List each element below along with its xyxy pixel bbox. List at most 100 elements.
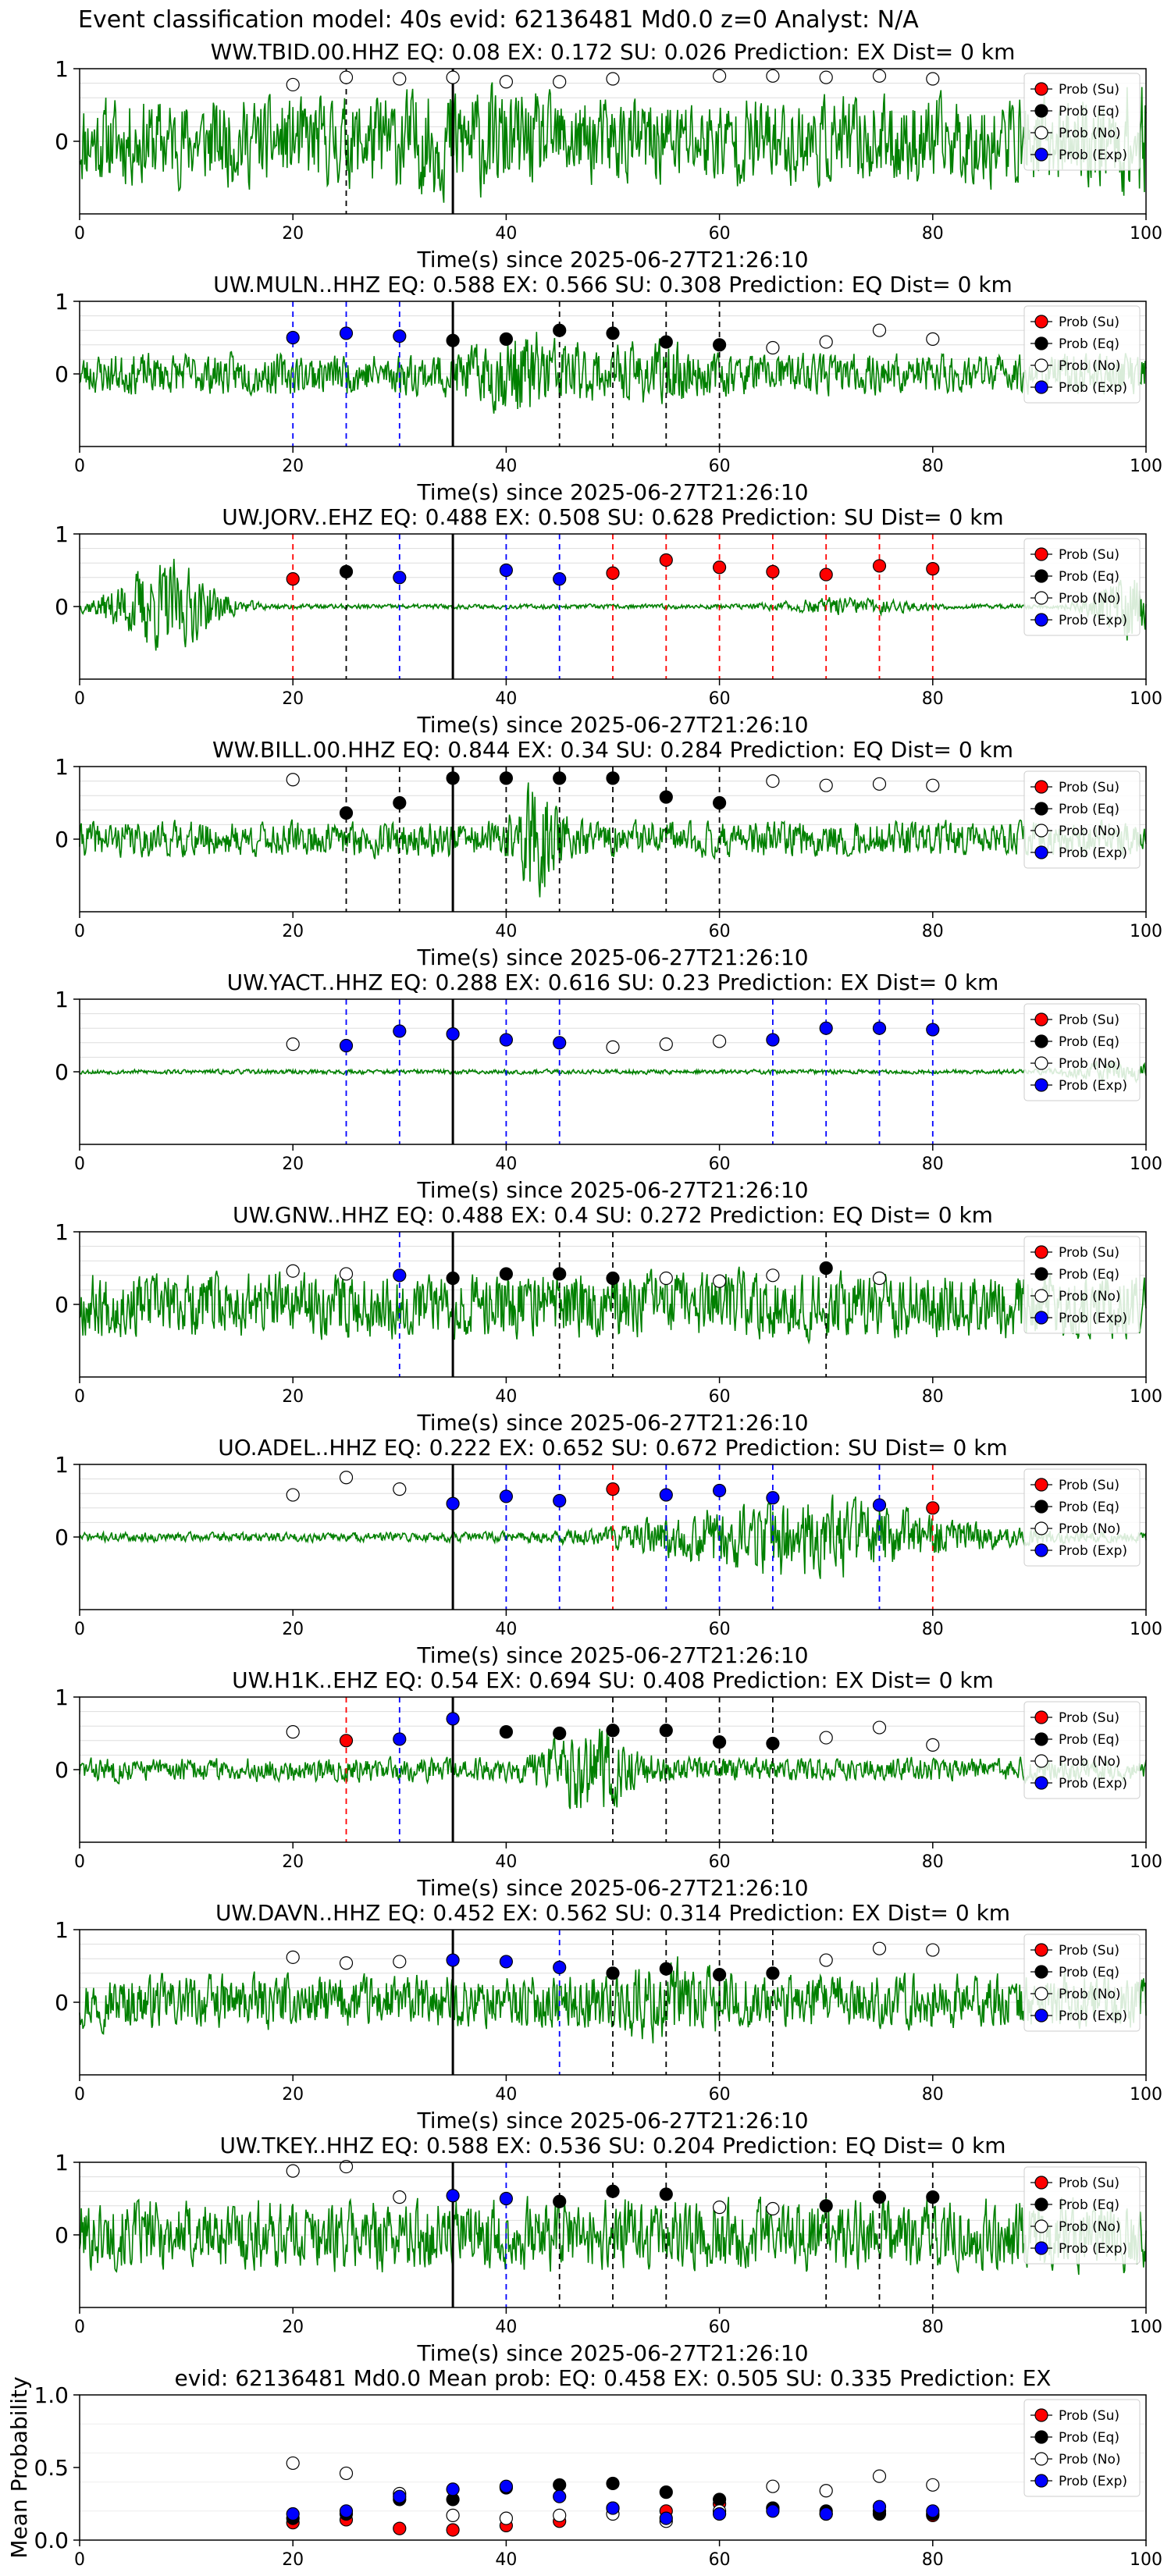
x-tick-label: 40	[495, 1387, 517, 1407]
mean-point-no	[766, 2479, 780, 2493]
x-tick-label: 0	[74, 2085, 85, 2105]
panel-title: UW.MULN..HHZ EQ: 0.588 EX: 0.566 SU: 0.3…	[213, 272, 1013, 297]
prob-point-no	[286, 1037, 300, 1051]
mean-point-exp	[446, 2482, 460, 2496]
legend-marker-su	[1034, 547, 1048, 561]
prob-point-no	[819, 335, 833, 349]
x-axis-label: Time(s) since 2025-06-27T21:26:10	[416, 1177, 808, 1203]
legend-label-eq: Prob (Eq)	[1059, 569, 1119, 585]
legend-label-eq: Prob (Eq)	[1059, 336, 1119, 352]
legend: Prob (Su) Prob (Eq) Prob (No) Prob (Exp)	[1023, 1934, 1141, 2032]
prob-point-no	[393, 1482, 407, 1496]
prob-point-no	[926, 1943, 940, 1957]
x-tick-label: 60	[709, 224, 731, 244]
x-tick-label: 80	[922, 457, 944, 476]
x-tick-label: 0	[74, 1387, 85, 1407]
y-tick-label: 1.0	[34, 2382, 69, 2408]
x-tick-label: 40	[495, 922, 517, 941]
prob-point-eq	[553, 771, 567, 785]
legend-label-su: Prob (Su)	[1059, 1943, 1119, 1959]
prob-point-no	[766, 1268, 780, 1283]
legend-label-no: Prob (No)	[1059, 1754, 1121, 1770]
y-tick-label: 1	[55, 289, 69, 315]
prob-point-no	[286, 773, 300, 787]
prob-point-su	[926, 562, 940, 576]
y-tick-label: 0.5	[34, 2455, 69, 2481]
legend-label-eq: Prob (Eq)	[1059, 2197, 1119, 2213]
x-tick-label: 0	[74, 1620, 85, 1639]
prob-point-eq	[819, 2199, 833, 2213]
prob-point-eq	[659, 1724, 673, 1738]
x-tick-label: 20	[282, 457, 304, 476]
prob-point-exp	[553, 572, 567, 586]
prob-point-no	[553, 75, 567, 89]
x-tick-label: 100	[1130, 689, 1162, 709]
prob-point-no	[872, 1271, 887, 1286]
x-tick-label: 20	[282, 1852, 304, 1872]
mean-point-eq	[659, 2485, 673, 2500]
panel-title: UW.DAVN..HHZ EQ: 0.452 EX: 0.562 SU: 0.3…	[215, 1900, 1010, 1926]
legend-label-no: Prob (No)	[1059, 824, 1121, 839]
legend-marker-exp	[1034, 1543, 1048, 1557]
legend-label-su: Prob (Su)	[1059, 82, 1119, 98]
prob-point-no	[872, 1941, 887, 1955]
prob-point-exp	[659, 1488, 673, 1502]
y-tick-label: 0	[55, 1292, 69, 1318]
prob-point-su	[926, 1501, 940, 1515]
x-tick-label: 60	[709, 1387, 731, 1407]
prob-point-no	[446, 70, 460, 84]
legend-label-eq: Prob (Eq)	[1059, 2430, 1119, 2446]
legend: Prob (Su) Prob (Eq) Prob (No) Prob (Exp)	[1023, 305, 1141, 404]
prob-point-no	[339, 70, 354, 84]
x-tick-label: 40	[495, 1852, 517, 1872]
x-tick-label: 100	[1130, 1387, 1162, 1407]
x-tick-label: 20	[282, 1155, 304, 1174]
legend-label-exp: Prob (Exp)	[1059, 2008, 1127, 2024]
prob-point-no	[819, 1731, 833, 1745]
x-tick-label: 40	[495, 457, 517, 476]
panel-title: UW.YACT..HHZ EQ: 0.288 EX: 0.616 SU: 0.2…	[227, 970, 999, 995]
prob-point-eq	[712, 1735, 727, 1749]
legend-label-eq: Prob (Eq)	[1059, 1732, 1119, 1748]
legend-marker-su	[1034, 1710, 1048, 1724]
prob-point-no	[819, 70, 833, 84]
prob-point-no	[606, 1040, 620, 1054]
prob-point-no	[926, 778, 940, 792]
prob-point-exp	[872, 1021, 887, 1035]
legend-label-no: Prob (No)	[1059, 1987, 1121, 2002]
waveform-panel: 0 20 40 60 80 100 1 0 WW.TBID.00.HHZ EQ: 0.08 EX…	[55, 39, 1162, 272]
prob-point-exp	[499, 1955, 514, 1969]
legend-marker-no	[1034, 2219, 1048, 2233]
prob-point-exp	[446, 1953, 460, 1967]
legend: Prob (Su) Prob (Eq) Prob (No) Prob (Exp)	[1023, 1701, 1141, 1799]
x-tick-label: 20	[282, 224, 304, 244]
prob-point-eq	[659, 335, 673, 349]
y-tick-label: 0	[55, 2222, 69, 2248]
legend-marker-exp	[1034, 1776, 1048, 1790]
prob-point-exp	[499, 1489, 514, 1503]
prob-point-eq	[553, 1726, 567, 1741]
mean-point-no	[553, 2508, 567, 2522]
legend-label-su: Prob (Su)	[1059, 1245, 1119, 1261]
x-tick-label: 60	[709, 689, 731, 709]
x-tick-label: 60	[709, 457, 731, 476]
x-axis-label: Time(s) since 2025-06-27T21:26:10	[416, 712, 808, 738]
y-tick-label: 1	[55, 754, 69, 780]
x-tick-label: 80	[922, 224, 944, 244]
prob-point-eq	[606, 1271, 620, 1286]
prob-point-eq	[659, 2187, 673, 2201]
prob-point-eq	[606, 2184, 620, 2198]
y-tick-label: 0	[55, 1990, 69, 2016]
legend: Prob (Su) Prob (Eq) Prob (No) Prob (Exp)	[1023, 1236, 1141, 1334]
legend-frame	[1023, 1934, 1141, 2032]
mean-point-eq	[553, 2478, 567, 2492]
prob-point-no	[393, 1955, 407, 1969]
legend-marker-eq	[1034, 104, 1048, 118]
waveform-trace	[79, 82, 1147, 203]
legend-marker-eq	[1034, 1034, 1048, 1048]
mean-point-exp	[926, 2504, 940, 2518]
waveform-panel: 0 20 40 60 80 100 1 0 UW.MULN..HHZ EQ: 0.588 EX:…	[55, 272, 1162, 505]
x-tick-label: 20	[282, 2085, 304, 2105]
panel-title: UO.ADEL..HHZ EQ: 0.222 EX: 0.652 SU: 0.6…	[218, 1435, 1007, 1461]
legend-marker-exp	[1034, 380, 1048, 394]
